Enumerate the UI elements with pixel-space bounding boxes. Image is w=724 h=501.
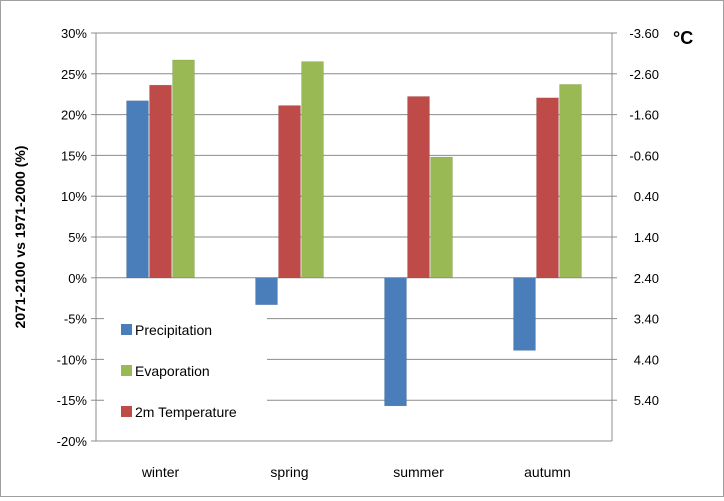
legend-label: 2m Temperature <box>135 404 237 420</box>
y-tick-label: -10% <box>57 352 88 367</box>
y-tick-label: -15% <box>57 393 88 408</box>
y2-tick-label: 0.40 <box>634 189 659 204</box>
bar-2m-temperature-winter <box>149 84 172 279</box>
bar-evaporation-spring <box>301 61 324 279</box>
category-labels: winter spring summer autumn <box>141 464 571 480</box>
y2-tick-label: -1.60 <box>629 108 659 123</box>
bar-2m-temperature-summer <box>407 96 430 279</box>
x-tick-label: winter <box>141 464 180 480</box>
legend-swatch <box>121 365 132 376</box>
bar-precipitation-summer <box>384 277 407 407</box>
legend-label: Evaporation <box>135 363 210 379</box>
y2-tick-label: -3.60 <box>629 26 659 41</box>
bar-precipitation-spring <box>255 277 278 305</box>
y2-tick-label: 1.40 <box>634 230 659 245</box>
y2-tick-label: 2.40 <box>634 271 659 286</box>
bar-2m-temperature-autumn <box>536 97 559 279</box>
bars <box>126 59 582 407</box>
y-tick-label: 20% <box>61 108 87 123</box>
x-tick-label: autumn <box>524 464 571 480</box>
y2-tick-label: 4.40 <box>634 352 659 367</box>
y2-tick-label: -2.60 <box>629 67 659 82</box>
bar-precipitation-autumn <box>513 277 536 351</box>
y-axis-label: 2071-2100 vs 1971-2000 (%) <box>12 146 28 329</box>
y-tick-label: 5% <box>68 230 87 245</box>
x-tick-label: spring <box>270 464 308 480</box>
bar-2m-temperature-spring <box>278 105 301 279</box>
y-tick-label: 0% <box>68 271 87 286</box>
y-tick-label: -5% <box>64 312 88 327</box>
y-tick-label: 15% <box>61 148 87 163</box>
bar-evaporation-summer <box>430 156 453 279</box>
y2-tick-label: 5.40 <box>634 393 659 408</box>
bar-precipitation-winter <box>126 100 149 279</box>
y-tick-label: 25% <box>61 67 87 82</box>
y2-tick-label: -0.60 <box>629 148 659 163</box>
left-axis-ticks: -20% -15% -10% -5% 0% 5% 10% 15% 20% 25% 30% <box>57 26 88 449</box>
bar-evaporation-autumn <box>559 84 582 279</box>
legend-swatch <box>121 406 132 417</box>
y2-tick-label: 3.40 <box>634 312 659 327</box>
y-tick-label: 30% <box>61 26 87 41</box>
x-tick-label: summer <box>393 464 444 480</box>
legend-swatch <box>121 324 132 335</box>
y-tick-label: -20% <box>57 434 88 449</box>
axes <box>95 33 613 441</box>
y-tick-label: 10% <box>61 189 87 204</box>
right-axis-ticks: -3.60 -2.60 -1.60 -0.60 0.40 1.40 2.40 3.40 4.40… <box>629 26 659 408</box>
legend: Precipitation Evaporation 2m Temperature <box>104 307 267 435</box>
bar-evaporation-winter <box>172 59 195 279</box>
legend-label: Precipitation <box>135 322 212 338</box>
y2-axis-unit-label: °C <box>673 28 693 48</box>
